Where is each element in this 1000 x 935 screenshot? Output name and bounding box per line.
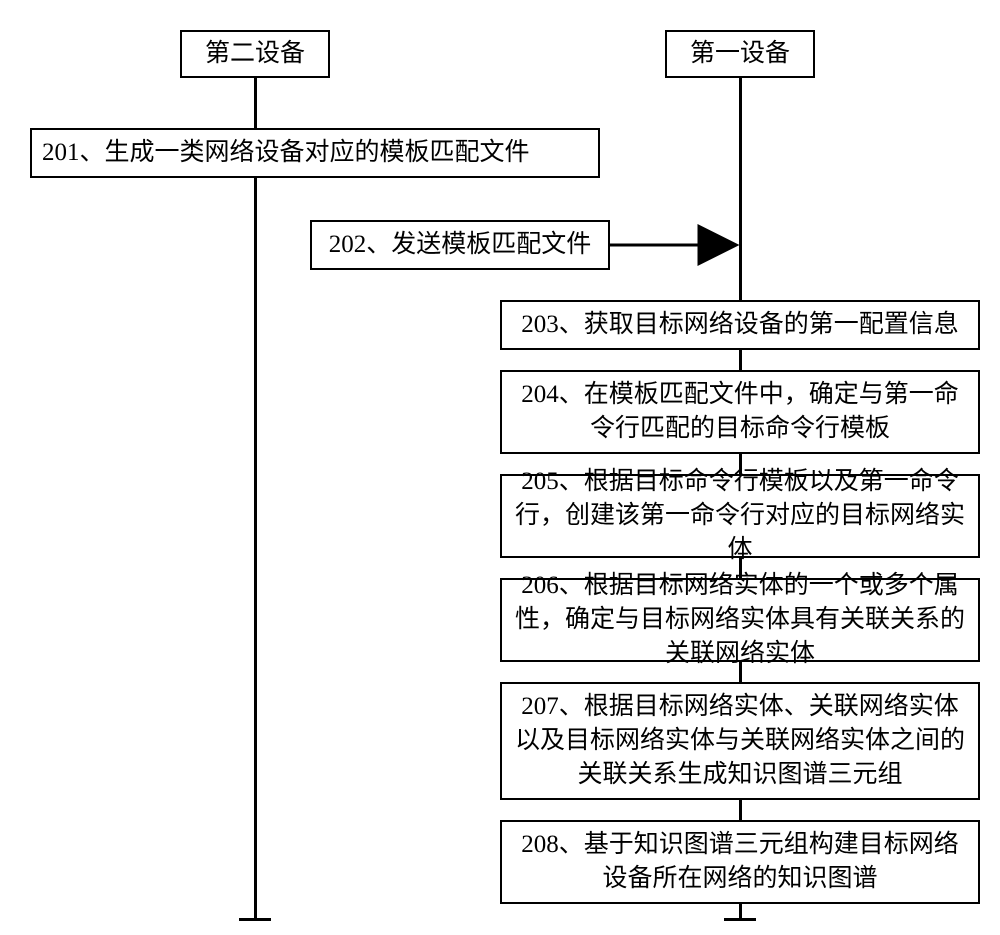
step-203-text: 203、获取目标网络设备的第一配置信息 (521, 308, 959, 342)
step-203: 203、获取目标网络设备的第一配置信息 (500, 300, 980, 350)
lifeline-second-device (254, 78, 257, 920)
header-first-device: 第一设备 (665, 30, 815, 78)
step-202-text: 202、发送模板匹配文件 (329, 228, 592, 262)
step-207-text: 207、根据目标网络实体、关联网络实体以及目标网络实体与关联网络实体之间的关联关… (512, 690, 968, 791)
step-207: 207、根据目标网络实体、关联网络实体以及目标网络实体与关联网络实体之间的关联关… (500, 682, 980, 800)
header-second-device: 第二设备 (180, 30, 330, 78)
diagram-canvas: 第二设备 第一设备 201、生成一类网络设备对应的模板匹配文件 202、发送模板… (0, 0, 1000, 935)
step-204-text: 204、在模板匹配文件中，确定与第一命令行匹配的目标命令行模板 (512, 378, 968, 446)
step-208: 208、基于知识图谱三元组构建目标网络设备所在网络的知识图谱 (500, 820, 980, 904)
header-second-device-label: 第二设备 (205, 37, 305, 71)
step-206: 206、根据目标网络实体的一个或多个属性，确定与目标网络实体具有关联关系的关联网… (500, 578, 980, 662)
step-205-text: 205、根据目标命令行模板以及第一命令行，创建该第一命令行对应的目标网络实体 (512, 465, 968, 566)
step-208-text: 208、基于知识图谱三元组构建目标网络设备所在网络的知识图谱 (512, 828, 968, 896)
step-204: 204、在模板匹配文件中，确定与第一命令行匹配的目标命令行模板 (500, 370, 980, 454)
header-first-device-label: 第一设备 (690, 37, 790, 71)
lifeline-second-device-cap (239, 918, 271, 921)
step-205: 205、根据目标命令行模板以及第一命令行，创建该第一命令行对应的目标网络实体 (500, 474, 980, 558)
step-206-text: 206、根据目标网络实体的一个或多个属性，确定与目标网络实体具有关联关系的关联网… (512, 569, 968, 670)
lifeline-first-device-cap (724, 918, 756, 921)
step-201: 201、生成一类网络设备对应的模板匹配文件 (30, 128, 600, 178)
step-201-text: 201、生成一类网络设备对应的模板匹配文件 (42, 136, 530, 170)
step-202: 202、发送模板匹配文件 (310, 220, 610, 270)
